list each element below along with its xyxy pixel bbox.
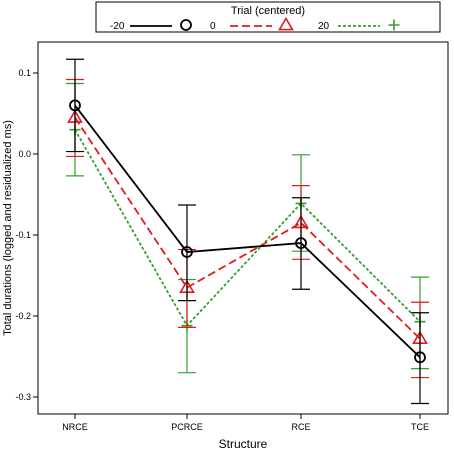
legend-label: 0 [210,21,216,32]
x-tick-label: PCRCE [171,422,203,432]
series-layer [66,58,429,405]
series-2 [66,82,429,374]
legend-label: 20 [318,21,330,32]
y-tick-label: 0.1 [18,68,31,78]
legend-label: -20 [110,21,125,32]
legend-marker [278,16,294,31]
legend-title: Trial (centered) [231,5,305,17]
y-tick-label: -0.1 [15,230,31,240]
y-tick-label: 0.0 [18,149,31,159]
legend-marker [388,19,400,31]
series-line [74,129,421,328]
legend-box [95,1,441,33]
data-point [69,99,81,112]
data-point [181,246,193,258]
plot-area [37,41,449,415]
legend-marker [180,19,192,31]
x-axis: NRCE PCRCE RCE TCE [62,414,429,432]
y-tick-label: -0.2 [15,311,31,321]
x-tick-label: NRCE [62,422,88,432]
y-tick-label: -0.3 [15,392,31,402]
series-line [74,117,421,340]
y-axis-label: Total durations (logged and residualized… [2,120,14,336]
data-point [295,237,307,250]
y-axis: 0.1 0.0 -0.1 -0.2 -0.3 [15,68,38,402]
series-0 [66,58,429,405]
x-axis-label: Structure [219,437,268,450]
data-point [414,351,426,364]
series-1 [66,78,429,379]
x-tick-label: RCE [291,422,310,432]
error-bar [411,312,429,405]
x-tick-label: TCE [411,422,429,432]
series-line [74,104,421,358]
legend: Trial (centered) -20 0 20 [95,1,441,33]
